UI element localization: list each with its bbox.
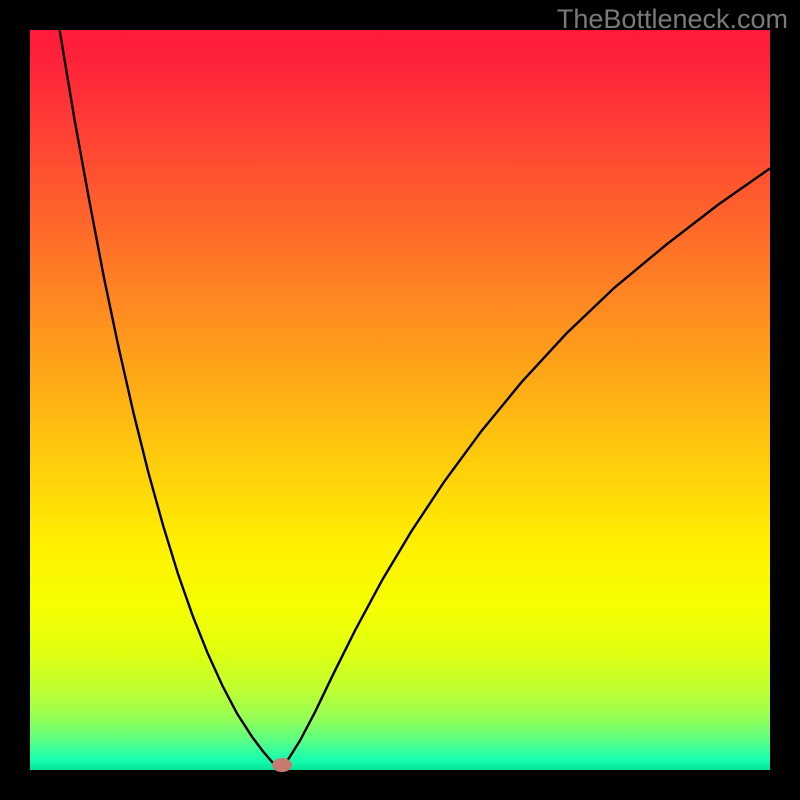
plot-area	[30, 30, 770, 770]
minimum-marker	[272, 758, 292, 772]
attribution-text: TheBottleneck.com	[557, 4, 788, 35]
chart-frame: TheBottleneck.com	[0, 0, 800, 800]
curve-svg	[30, 30, 770, 770]
bottleneck-curve	[60, 30, 770, 769]
